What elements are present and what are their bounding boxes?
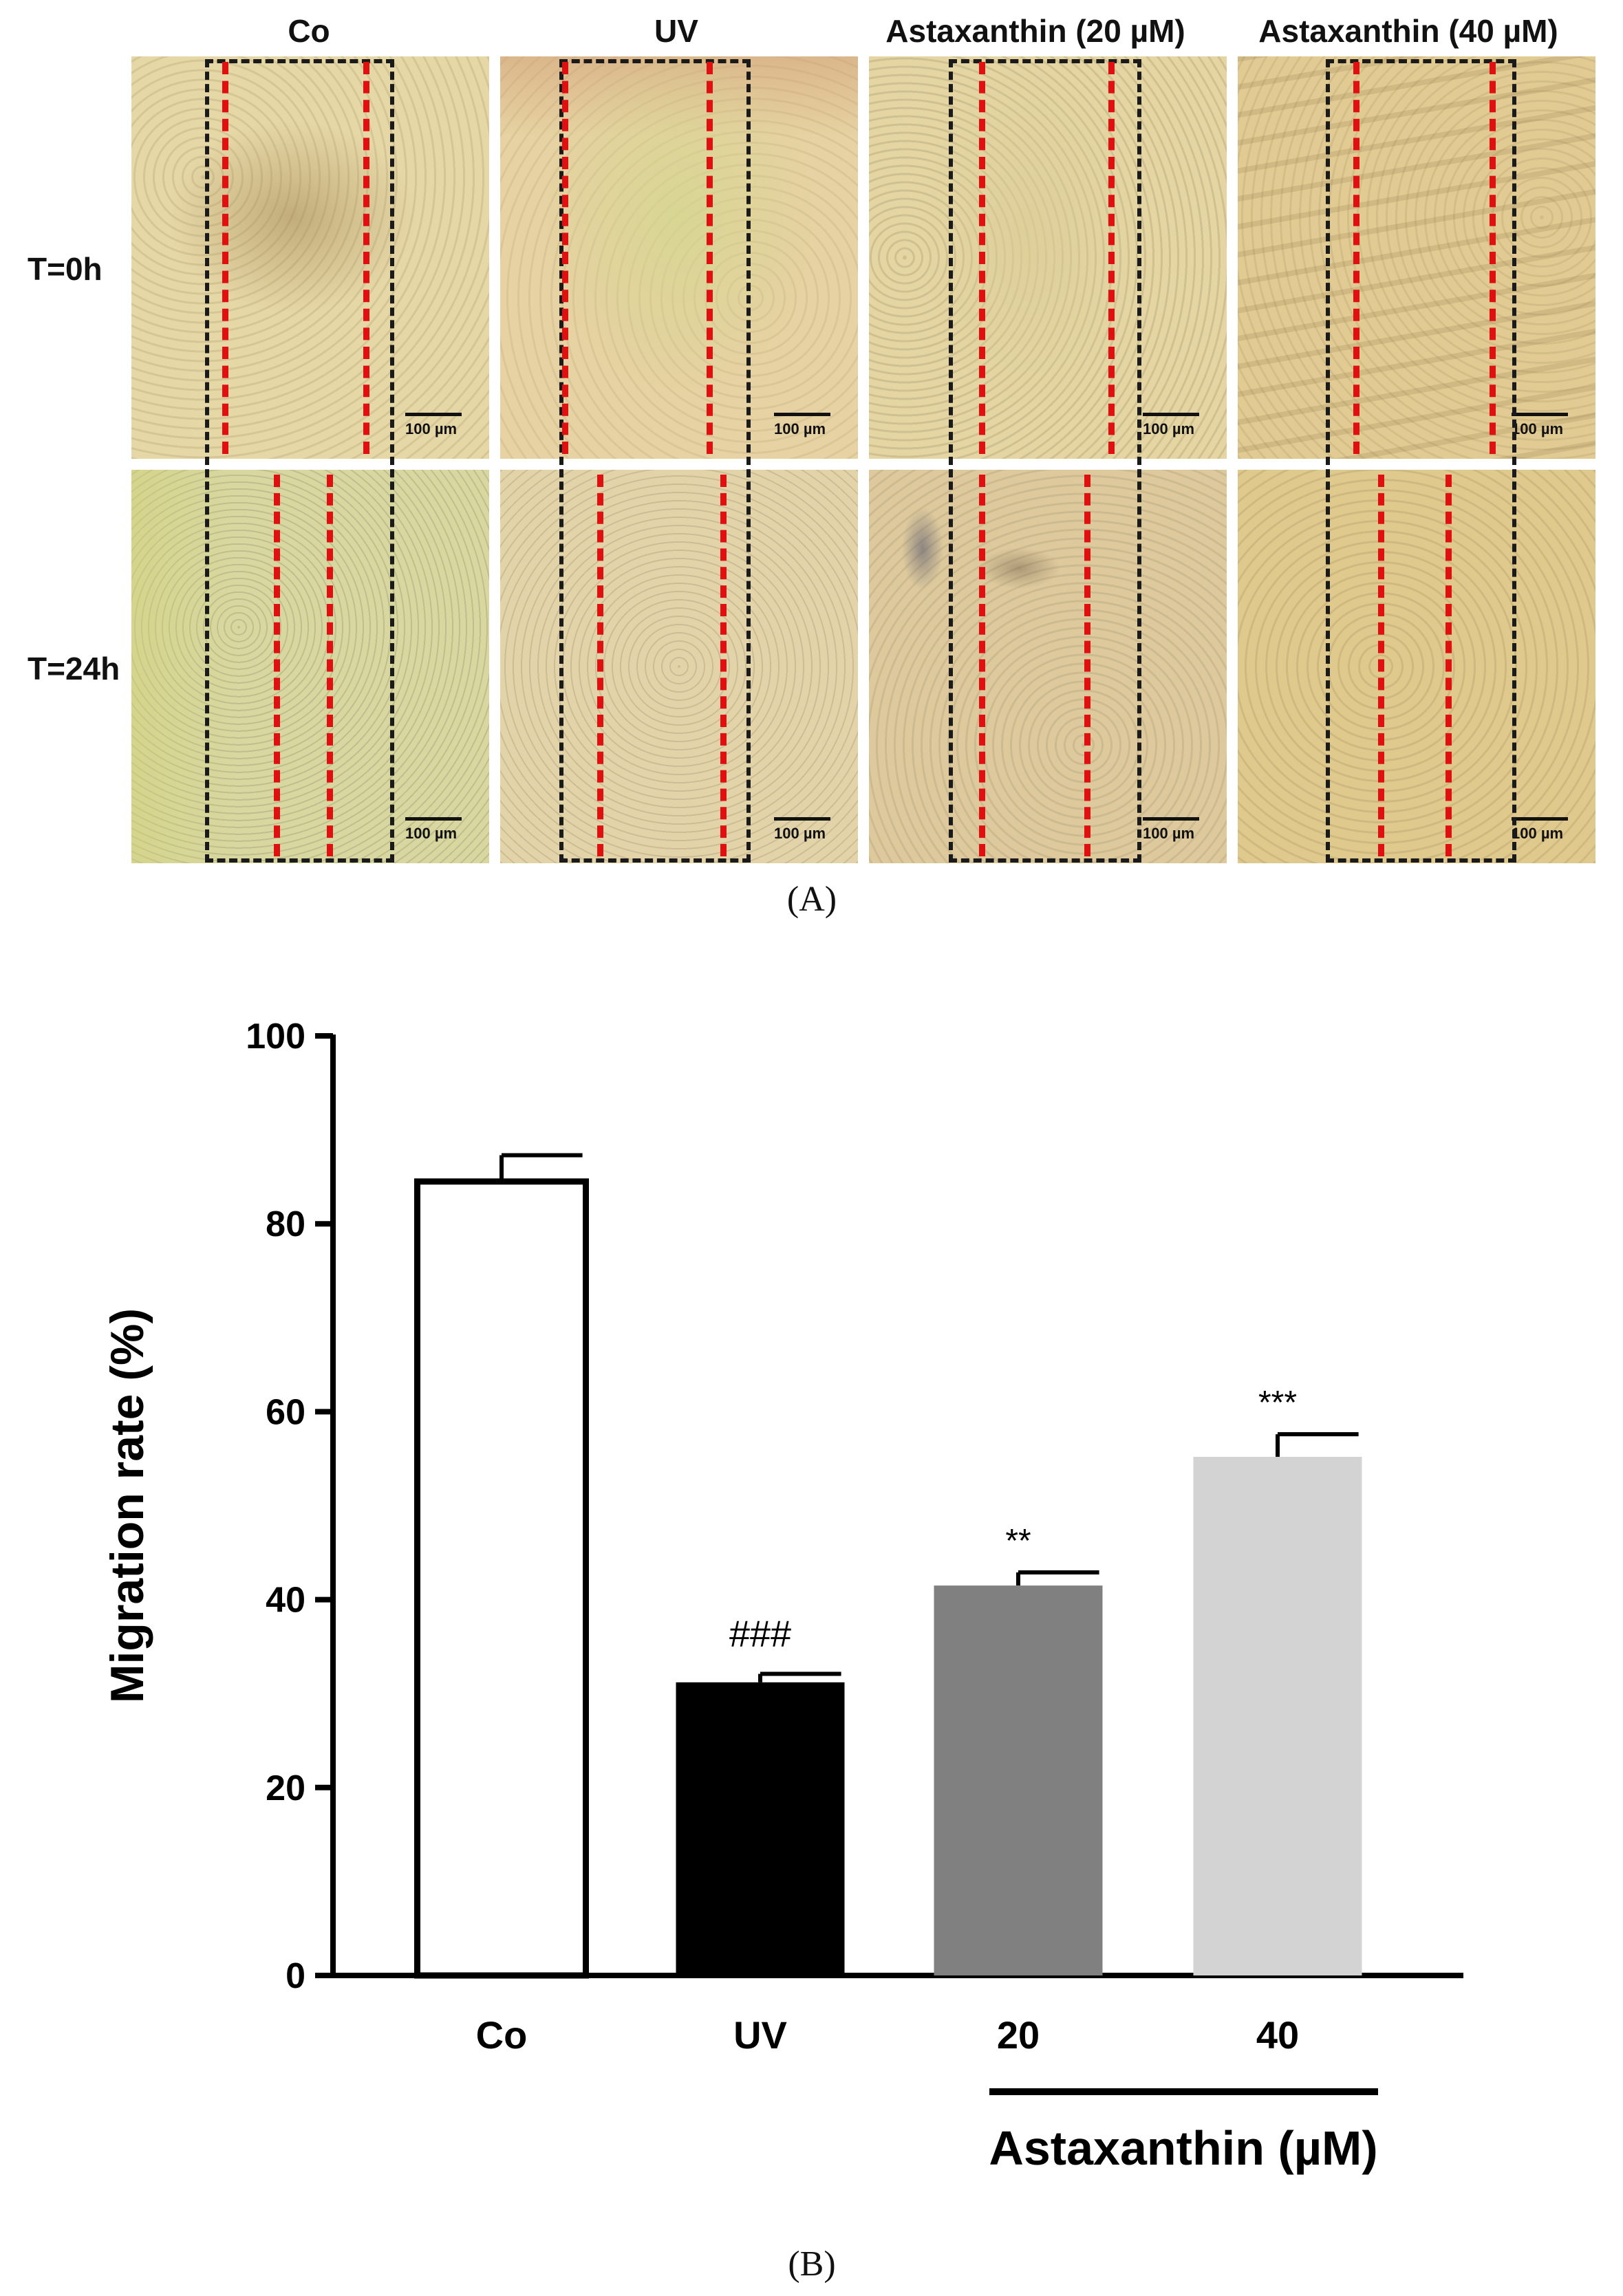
micrograph-astaxanthin-20-0h: 100 µm [869,56,1227,459]
scale-bar-label: 100 µm [1143,825,1195,842]
wound-edge-line [274,475,280,856]
bar-40 [1193,1456,1362,1975]
scratch-box-co [205,59,394,863]
bar-20 [934,1585,1103,1975]
scale-bar-label: 100 µm [1512,420,1564,437]
wound-edge-line [707,62,713,454]
bar-Co [414,1178,589,1979]
scale-bar-label: 100 µm [1512,825,1564,842]
column-header-astaxanthin-20: Astaxanthin (20 µM) [885,13,1185,49]
y-tick-label: 60 [266,1392,305,1432]
wound-edge-line [979,475,985,856]
bar-UV [676,1682,845,1975]
scale-bar-label: 100 µm [405,420,458,437]
scratch-box-uv [559,59,751,863]
x-tick-label: UV [733,2013,787,2057]
scratch-box-astaxanthin-40 [1326,59,1516,863]
panel-a-caption: (A) [786,880,837,919]
wound-edge-line [597,475,603,856]
y-tick-label: 80 [266,1204,305,1244]
y-tick-label: 20 [266,1768,305,1808]
y-tick-label: 40 [266,1581,305,1621]
column-header-uv: UV [654,13,698,49]
wound-edge-line [327,475,333,856]
scale-bar-label: 100 µm [774,420,826,437]
wound-edge-line [1378,475,1384,856]
wound-edge-line [720,475,727,856]
x-tick-label: 20 [997,2013,1040,2057]
y-axis-label: Migration rate (%) [101,1308,153,1703]
wound-edge-line [1108,62,1115,454]
micrograph-co-0h: 100 µm [131,56,489,459]
wound-edge-line [222,62,228,454]
micrograph-astaxanthin-20-24h: 100 µm [869,470,1227,863]
significance-label: *** [1258,1385,1297,1421]
row-label-24h: T=24h [28,651,120,686]
wound-edge-line [979,62,985,454]
column-header-co: Co [288,13,330,49]
wound-edge-line [1445,475,1452,856]
wound-edge-line [363,62,369,454]
micrograph-co-24h: 100 µm [131,470,489,863]
row-label-0h: T=0h [28,251,103,287]
significance-label: ** [1005,1523,1031,1559]
column-header-astaxanthin-40: Astaxanthin (40 µM) [1258,13,1558,49]
scratch-box-astaxanthin-20 [949,59,1141,863]
panel-b-caption: (B) [788,2244,836,2284]
y-tick-label: 0 [286,1956,305,1996]
x-tick-label: Co [476,2013,528,2057]
micrograph-astaxanthin-40-24h: 100 µm [1238,470,1595,863]
wound-edge-line [1353,62,1359,454]
scale-bar-label: 100 µm [774,825,826,842]
y-tick-label: 100 [246,1017,305,1057]
significance-label: ### [729,1614,791,1655]
scale-bar-label: 100 µm [405,825,458,842]
scale-bar-label: 100 µm [1143,420,1195,437]
x-tick-label: 40 [1256,2013,1299,2057]
group-label: Astaxanthin (µM) [989,2121,1377,2175]
wound-edge-line [1084,475,1090,856]
wound-edge-line [562,62,568,454]
micrograph-astaxanthin-40-0h: 100 µm [1238,56,1595,459]
wound-edge-line [1490,62,1496,454]
migration-rate-chart: 0 20 40 60 80 100 Migration rate (%) Co ### UV ** 2… [101,1017,1463,2175]
